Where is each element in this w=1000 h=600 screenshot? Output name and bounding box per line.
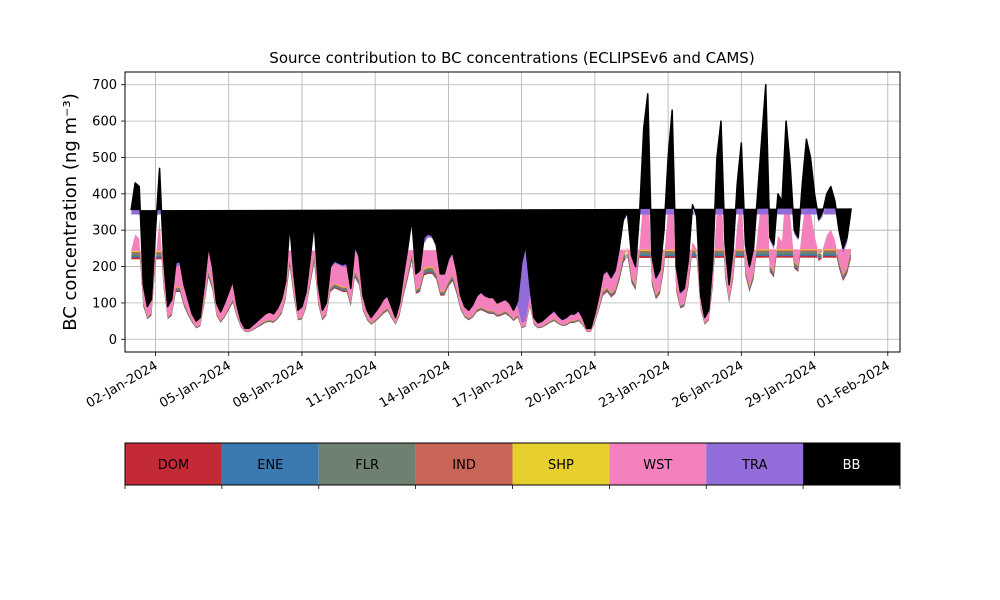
chart-title: Source contribution to BC concentrations… (269, 49, 754, 67)
legend-swatch-shp (512, 443, 610, 485)
total-line (130, 83, 852, 330)
legend-swatch-flr (318, 443, 416, 485)
legend-label-wst: WST (643, 458, 672, 473)
plot-frame (124, 71, 901, 353)
legend-swatch-dom (125, 443, 222, 485)
legend-label-tra: TRA (741, 458, 767, 473)
x-tick-label: 20-Jan-2024 (523, 358, 600, 411)
y-tick-label: 300 (92, 224, 117, 239)
y-tick-label: 400 (92, 187, 117, 202)
x-tick-label: 23-Jan-2024 (597, 358, 674, 411)
legend-swatch-wst (609, 443, 707, 485)
legend-label-bb: BB (843, 458, 861, 473)
stacked-areas (131, 84, 852, 332)
legend-label-flr: FLR (355, 458, 379, 473)
y-tick-label: 100 (92, 296, 117, 311)
x-tick-label: 01-Feb-2024 (814, 358, 893, 412)
legend-bar: DOM ENE FLR IND SHP WST TRA BB (124, 442, 901, 489)
x-tick-label: 02-Jan-2024 (84, 358, 161, 411)
area-bb (131, 84, 852, 329)
x-tick-label: 17-Jan-2024 (450, 358, 527, 411)
y-axis-label: BC concentration (ng m⁻³) (60, 93, 81, 331)
total-outline (130, 83, 852, 330)
legend-label-ene: ENE (257, 458, 283, 473)
y-tick-label: 500 (92, 151, 117, 166)
legend-swatch-tra (706, 443, 804, 485)
x-tick-label: 29-Jan-2024 (743, 358, 820, 411)
legend-label-dom: DOM (158, 458, 189, 473)
y-tick-label: 600 (92, 115, 117, 130)
legend-label-ind: IND (452, 458, 476, 473)
x-tick-label: 26-Jan-2024 (670, 358, 747, 411)
y-tick-label: 700 (92, 78, 117, 93)
legend-swatch-ind (415, 443, 513, 485)
legend-label-shp: SHP (548, 458, 574, 473)
legend-swatch-bb (803, 443, 900, 485)
x-tick-label: 11-Jan-2024 (304, 358, 381, 411)
x-axis: 02-Jan-202405-Jan-202408-Jan-202411-Jan-… (84, 352, 893, 412)
y-tick-label: 200 (92, 260, 117, 275)
y-tick-label: 0 (109, 333, 117, 348)
x-tick-label: 05-Jan-2024 (157, 358, 234, 411)
legend-swatch-ene (221, 443, 319, 485)
y-axis: 0 100 200 300 400 500 600 700 (92, 78, 125, 348)
x-tick-label: 08-Jan-2024 (230, 358, 307, 411)
x-tick-label: 14-Jan-2024 (377, 358, 454, 411)
